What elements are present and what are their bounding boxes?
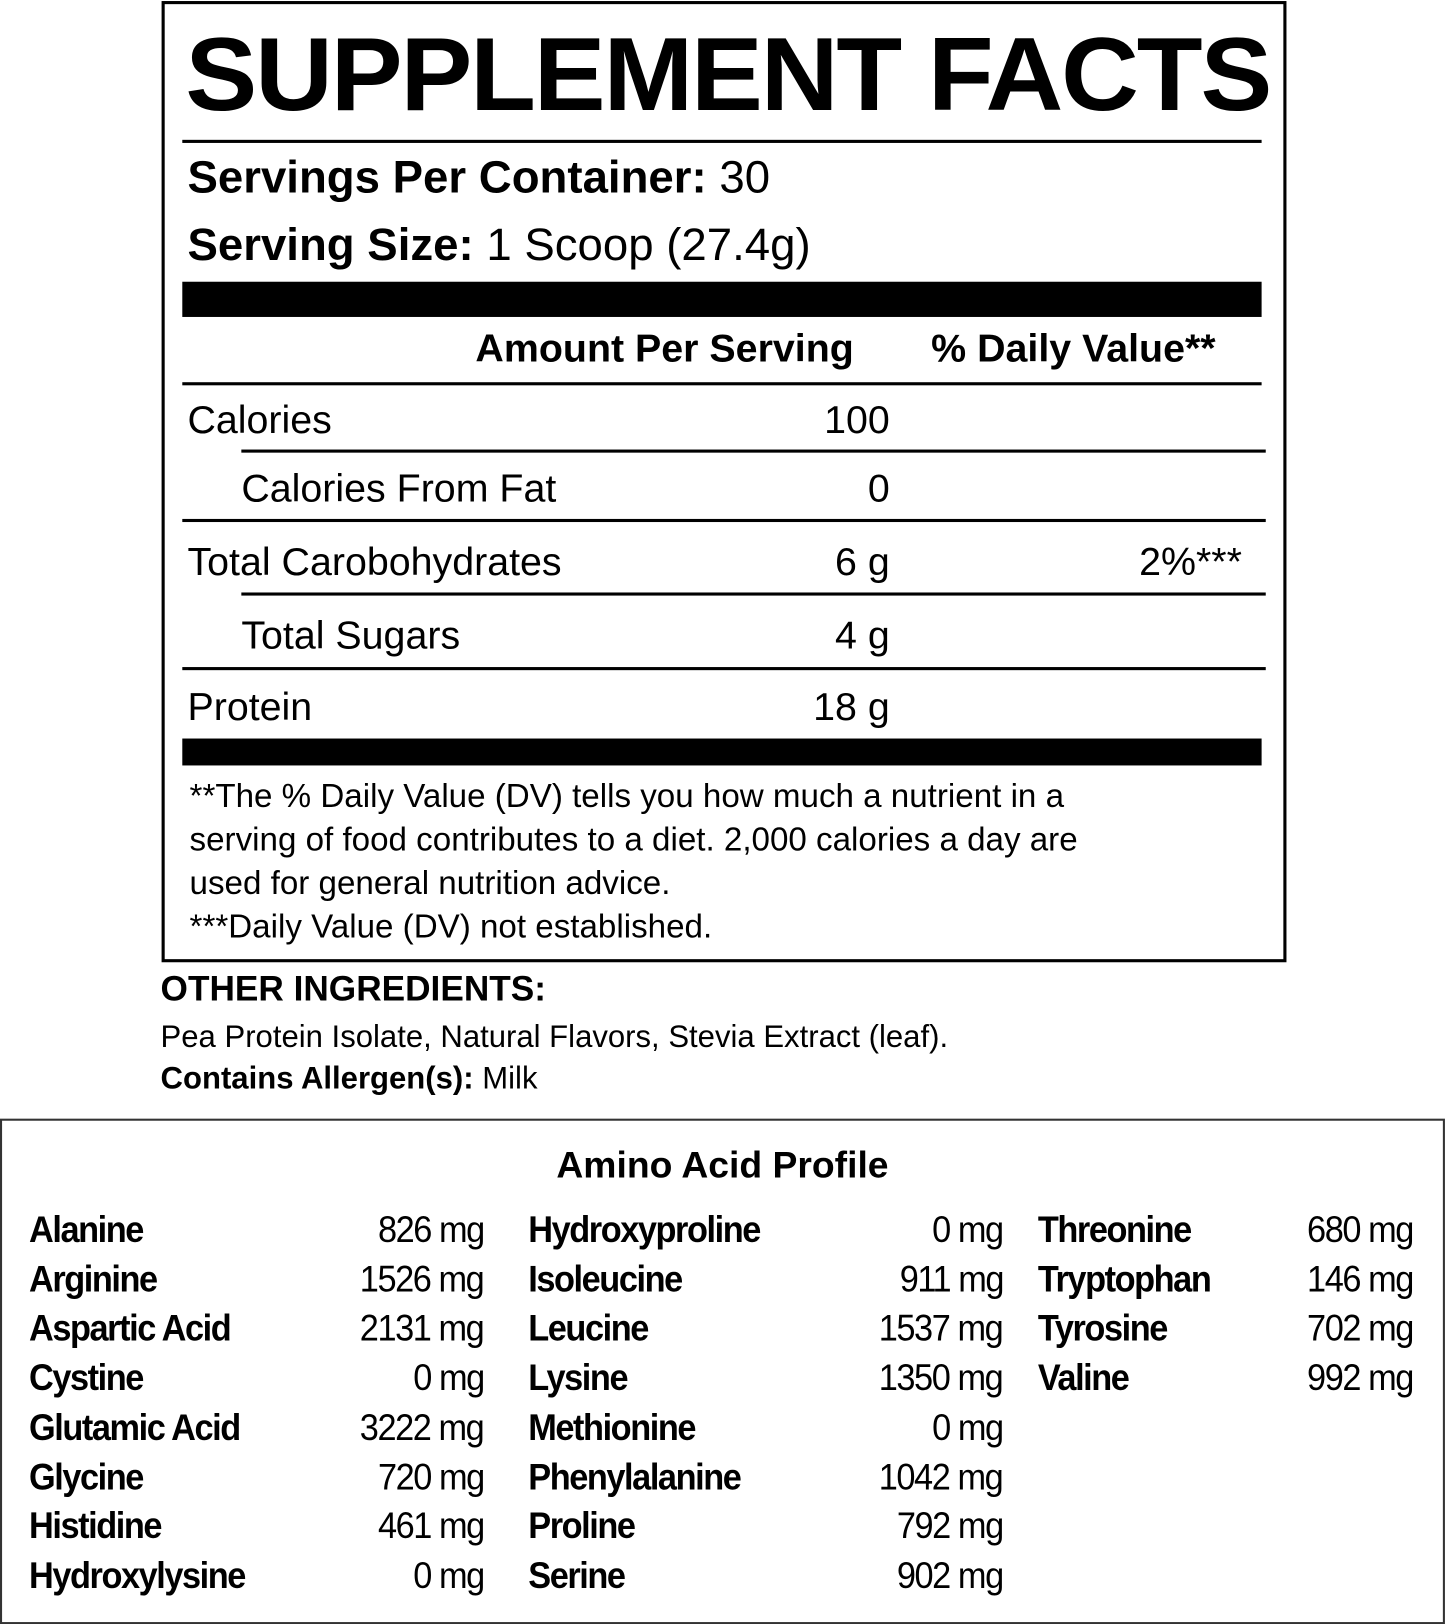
footnote: serving of food contributes to a diet. 2…	[189, 820, 1078, 858]
serving-size: Serving Size: 1 Scoop (27.4g)	[187, 220, 810, 272]
divider	[182, 518, 1266, 523]
allergens: Contains Allergen(s): Milk	[161, 1059, 538, 1100]
thick-bar	[182, 281, 1262, 317]
footnote: used for general nutrition advice.	[189, 863, 671, 902]
amino-name: Hydroxyproline	[528, 1207, 761, 1251]
divider	[241, 449, 1266, 453]
amino-name: Threonine	[1037, 1207, 1192, 1251]
amino-value: 720 mg	[377, 1454, 485, 1498]
nutrient-name: Total Carobohydrates	[187, 540, 562, 585]
amino-name: Cystine	[29, 1355, 144, 1399]
amino-name: Isoleucine	[528, 1257, 683, 1300]
amino-name: Lysine	[528, 1355, 628, 1399]
amino-value: 0 mg	[413, 1553, 485, 1597]
amino-name: Methionine	[528, 1405, 696, 1448]
amino-name: Valine	[1037, 1355, 1130, 1399]
nutrient-name: Protein	[187, 685, 313, 730]
other-ingredients-text: Pea Protein Isolate, Natural Flavors, St…	[160, 1020, 949, 1055]
amino-name: Proline	[528, 1504, 636, 1547]
amino-name: Glutamic Acid	[29, 1405, 241, 1448]
servings-per-container: Servings Per Container: 30	[187, 152, 770, 204]
nutrient-amount: 0	[867, 467, 890, 511]
nutrient-daily-value: 2%***	[1139, 540, 1242, 585]
other-ingredients-heading: OTHER INGREDIENTS:	[160, 969, 546, 1009]
amino-acid-profile: Amino Acid Profile Alanine 826 mg Arginine…	[0, 1118, 1445, 1624]
divider	[182, 667, 1266, 671]
amino-name: Serine	[528, 1553, 626, 1597]
nutrient-amount: 6 g	[835, 540, 890, 585]
amino-value: 702 mg	[1306, 1306, 1414, 1350]
amino-value: 2131 mg	[360, 1306, 485, 1350]
header-daily-value: % Daily Value**	[931, 327, 1216, 371]
divider	[182, 139, 1262, 143]
nutrient-name: Total Sugars	[241, 614, 461, 658]
divider	[241, 592, 1266, 596]
panel-title: SUPPLEMENT FACTS	[185, 16, 1272, 133]
thick-bar	[182, 738, 1262, 766]
amino-value: 0 mg	[932, 1405, 1004, 1448]
servings-label: Servings Per Container:	[187, 152, 707, 204]
amino-value: 911 mg	[899, 1257, 1004, 1300]
nutrient-amount: 18 g	[813, 685, 890, 730]
amino-value: 1042 mg	[879, 1454, 1004, 1498]
amino-name: Alanine	[29, 1207, 144, 1251]
footnote: **The % Daily Value (DV) tells you how m…	[189, 776, 1065, 815]
amino-name: Histidine	[29, 1504, 162, 1547]
amino-name: Tyrosine	[1037, 1306, 1168, 1350]
amino-value: 992 mg	[1306, 1355, 1414, 1399]
serving-size-label: Serving Size:	[187, 219, 474, 271]
amino-name: Phenylalanine	[528, 1454, 742, 1498]
amino-value: 0 mg	[932, 1207, 1004, 1251]
allergen-value: Milk	[482, 1061, 538, 1096]
amino-title: Amino Acid Profile	[556, 1143, 889, 1186]
amino-name: Aspartic Acid	[29, 1306, 232, 1350]
amino-value: 792 mg	[896, 1504, 1004, 1547]
nutrient-name: Calories From Fat	[241, 467, 557, 511]
amino-name: Glycine	[29, 1454, 144, 1498]
amino-value: 902 mg	[896, 1553, 1004, 1597]
nutrient-amount: 100	[824, 398, 890, 443]
amino-name: Arginine	[29, 1257, 158, 1300]
amino-value: 1350 mg	[879, 1355, 1004, 1399]
servings-value: 30	[719, 152, 771, 204]
nutrient-amount: 4 g	[835, 614, 890, 658]
amino-value: 3222 mg	[360, 1405, 485, 1448]
amino-value: 146 mg	[1306, 1257, 1414, 1300]
amino-value: 461 mg	[377, 1504, 485, 1547]
amino-name: Leucine	[528, 1306, 649, 1350]
header-amount: Amount Per Serving	[475, 327, 854, 371]
amino-name: Tryptophan	[1037, 1257, 1212, 1300]
allergen-label: Contains Allergen(s):	[160, 1061, 474, 1096]
amino-value: 680 mg	[1306, 1207, 1414, 1251]
divider	[182, 382, 1262, 386]
amino-name: Hydroxylysine	[29, 1553, 246, 1597]
nutrient-name: Calories	[187, 398, 332, 443]
supplement-facts-panel: SUPPLEMENT FACTS Servings Per Container:…	[161, 1, 1287, 963]
amino-value: 1526 mg	[360, 1257, 485, 1300]
footnote: ***Daily Value (DV) not established.	[189, 907, 713, 945]
amino-value: 826 mg	[377, 1207, 485, 1251]
serving-size-value: 1 Scoop (27.4g)	[486, 219, 811, 271]
amino-value: 1537 mg	[879, 1306, 1004, 1350]
amino-value: 0 mg	[413, 1355, 485, 1399]
